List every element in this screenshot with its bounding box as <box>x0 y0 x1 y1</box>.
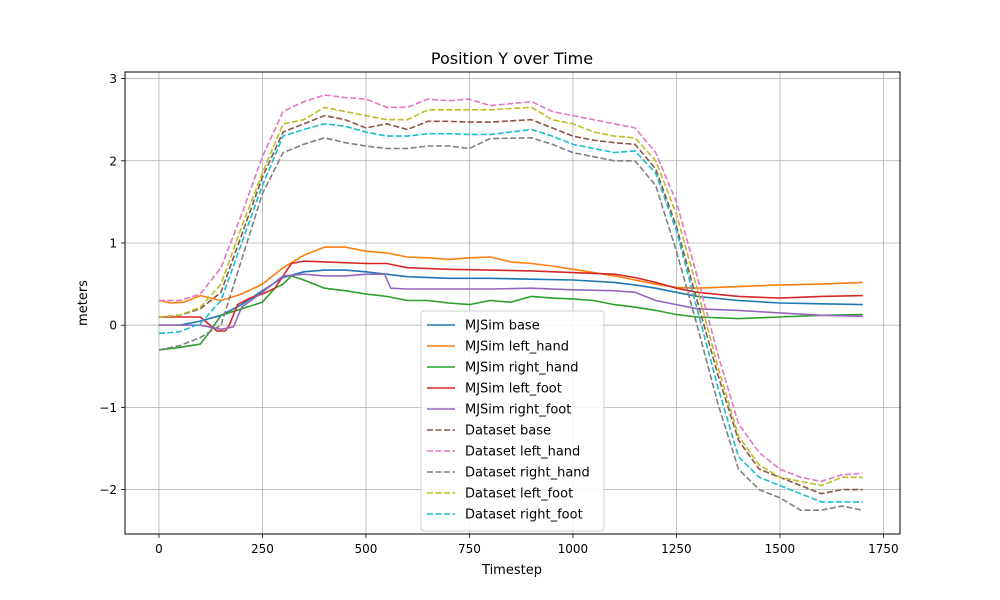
legend-label: Dataset left_hand <box>465 445 580 460</box>
legend-label: Dataset left_foot <box>465 487 573 502</box>
plot-frame <box>124 71 901 535</box>
series-line-8 <box>158 106 863 487</box>
legend-label: MJSim right_hand <box>465 361 578 376</box>
y-tick-label: −1 <box>99 401 117 415</box>
series-line-9 <box>158 123 863 503</box>
series-line-4 <box>158 273 863 331</box>
series-line-6 <box>158 94 863 483</box>
series-lines <box>158 94 863 512</box>
series-line-3 <box>158 260 863 332</box>
legend-label: MJSim right_foot <box>465 403 571 418</box>
legend: MJSim base MJSim left_hand MJSim right_han… <box>420 310 605 532</box>
legend-label: MJSim left_hand <box>465 340 569 355</box>
legend-label: Dataset base <box>465 424 551 439</box>
x-tick-label: 250 <box>251 542 274 556</box>
legend-box <box>420 310 605 532</box>
legend-label: MJSim base <box>465 319 540 334</box>
x-tick-label: 500 <box>354 542 377 556</box>
series-line-5 <box>158 114 863 495</box>
legend-label: Dataset right_hand <box>465 466 590 481</box>
x-tick-label: 1750 <box>868 542 899 556</box>
series-line-2 <box>158 275 863 351</box>
y-tick-label: 1 <box>109 236 117 250</box>
legend-label: Dataset right_foot <box>465 508 583 523</box>
x-tick-label: 1250 <box>661 542 692 556</box>
x-tick-label: 750 <box>458 542 481 556</box>
legend-label: MJSim left_foot <box>465 382 562 397</box>
y-tick-label: 0 <box>109 319 117 333</box>
x-axis-label: Timestep <box>481 563 542 578</box>
y-tick-label: 2 <box>109 154 117 168</box>
x-tick-label: 0 <box>155 542 163 556</box>
y-tick-label: −2 <box>99 483 117 497</box>
x-tick-label: 1500 <box>765 542 796 556</box>
y-axis: −2 −1 0 1 2 3 <box>99 72 125 497</box>
y-axis-label: meters <box>76 280 91 326</box>
chart-title: Position Y over Time <box>431 49 593 68</box>
series-line-7 <box>158 137 863 512</box>
y-tick-label: 3 <box>109 72 117 86</box>
x-axis: 0 250 500 750 1000 1250 1500 1750 <box>155 534 899 556</box>
x-tick-label: 1000 <box>558 542 589 556</box>
